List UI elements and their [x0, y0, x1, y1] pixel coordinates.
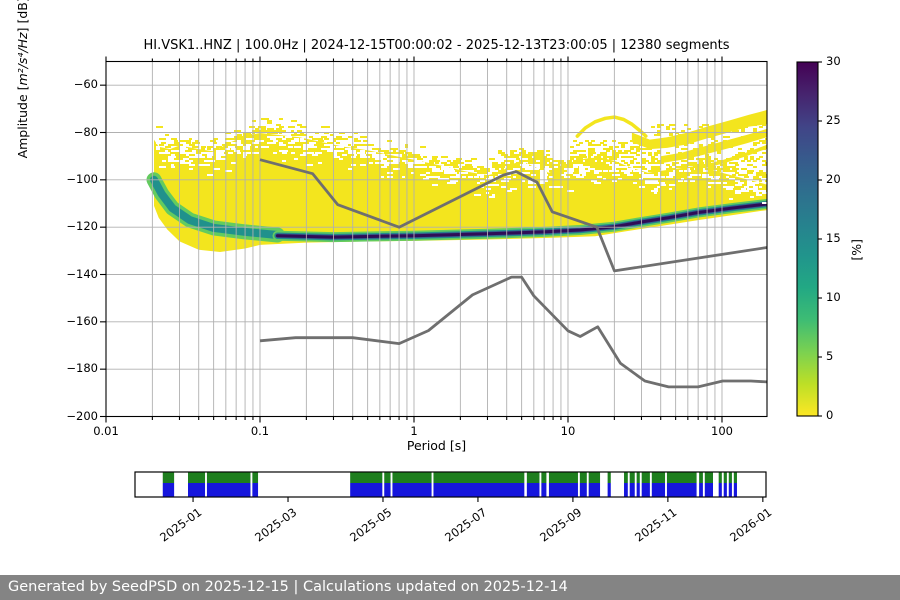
colorbar-label: [%] — [849, 239, 864, 261]
y-tick-label: −180 — [66, 361, 98, 376]
availability-segment-green — [666, 472, 697, 483]
x-axis-label: Period [s] — [406, 438, 467, 453]
availability-segment-blue — [666, 483, 697, 497]
availability-segment-green — [728, 472, 732, 483]
availability-segment-blue — [541, 483, 547, 497]
availability-segment-green — [433, 472, 525, 483]
footer-bar: Generated by SeedPSD on 2025-12-15 | Cal… — [0, 575, 900, 600]
availability-segment-green — [579, 472, 587, 483]
availability-segment-blue — [704, 483, 713, 497]
x-tick-label: 1 — [410, 423, 418, 438]
noise-model-curves — [259, 158, 768, 389]
availability-segment-blue — [718, 483, 722, 497]
availability-bar — [134, 471, 767, 502]
plot-title: HI.VSK1..HNZ | 100.0Hz | 2024-12-15T00:0… — [143, 38, 730, 53]
availability-segment-blue — [392, 483, 432, 497]
availability-segment-green — [624, 472, 628, 483]
y-tick-label: −140 — [66, 266, 98, 281]
y-axis-label-suffix: ] [dB] — [15, 0, 30, 33]
availability-segment-green — [548, 472, 578, 483]
availability-segment-green — [350, 472, 383, 483]
low-noise-model-line — [259, 275, 768, 389]
availability-segment-green — [641, 472, 650, 483]
ppsd-histogram — [146, 110, 767, 252]
availability-segment-blue — [607, 483, 611, 497]
grid-lines — [106, 61, 767, 417]
availability-segment-green — [704, 472, 713, 483]
y-tick-label: −100 — [66, 171, 98, 186]
availability-segment-blue — [252, 483, 259, 497]
availability-segment-green — [718, 472, 722, 483]
availability-segment-blue — [384, 483, 391, 497]
availability-segment-green — [188, 472, 206, 483]
availability-segment-green — [607, 472, 611, 483]
availability-segment-blue — [641, 483, 650, 497]
availability-segment-green — [206, 472, 251, 483]
availability-segment-blue — [651, 483, 666, 497]
availability-segment-green — [723, 472, 727, 483]
y-axis-label-units: m²/s⁴/Hz — [15, 32, 30, 86]
availability-segment-green — [162, 472, 175, 483]
availability-segment-green — [629, 472, 635, 483]
availability-segment-blue — [723, 483, 727, 497]
availability-segment-blue — [433, 483, 525, 497]
availability-segment-blue — [526, 483, 540, 497]
colorbar-tick-label: 0 — [826, 408, 834, 422]
availability-segment-blue — [206, 483, 251, 497]
availability-segment-green — [699, 472, 703, 483]
availability-segment-green — [588, 472, 601, 483]
x-tick-label: 100 — [711, 423, 733, 438]
availability-segment-green — [392, 472, 432, 483]
availability-segment-blue — [699, 483, 703, 497]
availability-segment-green — [651, 472, 666, 483]
availability-segment-blue — [548, 483, 578, 497]
availability-segment-green — [384, 472, 391, 483]
availability-segment-blue — [162, 483, 175, 497]
availability-segment-green — [541, 472, 547, 483]
colorbar — [796, 61, 822, 417]
availability-segment-blue — [636, 483, 640, 497]
footer-text: Generated by SeedPSD on 2025-12-15 | Cal… — [8, 579, 568, 595]
colorbar-tick-label: 15 — [826, 231, 841, 245]
availability-segment-blue — [733, 483, 737, 497]
y-axis-label-prefix: Amplitude [ — [15, 85, 30, 159]
availability-segment-green — [733, 472, 737, 483]
availability-segment-blue — [579, 483, 587, 497]
colorbar-tick-label: 10 — [826, 290, 841, 304]
availability-segment-blue — [728, 483, 732, 497]
availability-segment-blue — [588, 483, 601, 497]
y-tick-label: −80 — [73, 124, 98, 139]
availability-segment-blue — [188, 483, 206, 497]
high-noise-model-line — [259, 158, 768, 273]
y-tick-label: −120 — [66, 219, 98, 234]
colorbar-tick-label: 5 — [826, 349, 834, 363]
colorbar-tick-label: 25 — [826, 113, 841, 127]
x-tick-label: 0.1 — [250, 423, 270, 438]
y-axis-label: Amplitude [m²/s⁴/Hz] [dB] — [15, 0, 30, 158]
availability-segment-green — [636, 472, 640, 483]
axes-frame — [100, 56, 768, 423]
availability-segment-green — [252, 472, 259, 483]
y-tick-label: −160 — [66, 313, 98, 328]
availability-segment-green — [526, 472, 540, 483]
y-tick-label: −200 — [66, 408, 98, 423]
availability-segment-blue — [624, 483, 628, 497]
x-tick-label: 10 — [560, 423, 576, 438]
y-tick-label: −60 — [73, 77, 98, 92]
colorbar-tick-label: 30 — [826, 54, 841, 68]
availability-segment-blue — [350, 483, 383, 497]
availability-segment-blue — [629, 483, 635, 497]
colorbar-tick-label: 20 — [826, 172, 841, 186]
x-tick-label: 0.01 — [93, 423, 119, 438]
